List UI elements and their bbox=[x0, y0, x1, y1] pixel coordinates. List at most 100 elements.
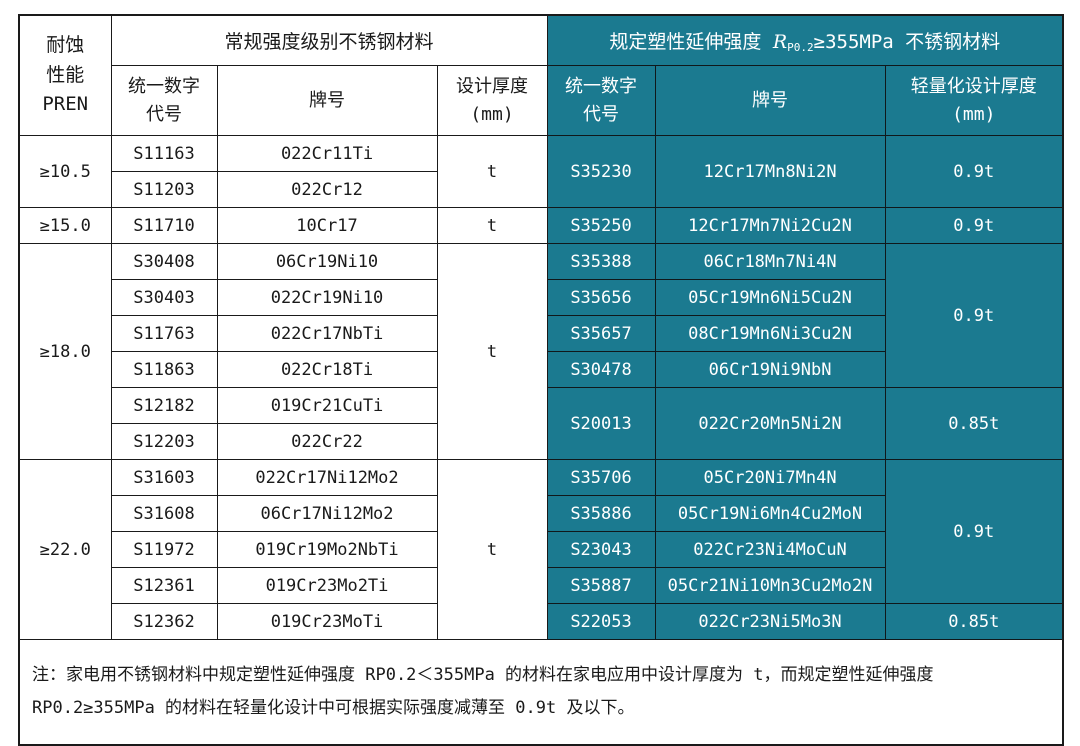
table-row: S12182 019Cr21CuTi S20013 022Cr20Mn5Ni2N… bbox=[19, 387, 1064, 460]
table-row: S11203 022Cr12 bbox=[19, 171, 1063, 208]
uns-code-header-line1: 统一数字 bbox=[128, 75, 200, 97]
uns-code-cell: S31603 bbox=[110, 459, 218, 496]
uns-code-cell: S11863 bbox=[110, 351, 218, 388]
hs-title-prefix: 规定塑性延伸强度 bbox=[609, 31, 773, 53]
pren-cell: ≥18.0 bbox=[18, 243, 112, 460]
design-thickness-header: 设计厚度 (mm) bbox=[436, 65, 548, 136]
grade-cell: 022Cr18Ti bbox=[216, 351, 438, 388]
uns-code-header-line2: 代号 bbox=[146, 103, 182, 125]
lw-thickness-cell: 0.9t bbox=[884, 207, 1064, 244]
grade-cell: 019Cr23Mo2Ti bbox=[216, 567, 438, 604]
table-row: S30403 022Cr19Ni10 S35656 05Cr19Mn6Ni5Cu… bbox=[19, 279, 1063, 316]
hs-uns-code-header-line2: 代号 bbox=[583, 103, 620, 125]
table-row: ≥18.0 S30408 06Cr19Ni10 t S35388 06Cr18M… bbox=[18, 243, 1064, 460]
header-columns-row: 统一数字 代号 牌号 设计厚度 (mm) 统一数字 代号 牌号 轻量化设计厚度 … bbox=[19, 65, 1064, 136]
hs-grade-cell: 05Cr19Mn6Ni5Cu2N bbox=[654, 279, 886, 316]
uns-code-cell: S12182 bbox=[110, 387, 218, 424]
grade-cell: 022Cr12 bbox=[216, 171, 438, 208]
table-row: S12362 019Cr23MoTi S22053 022Cr23Ni5Mo3N… bbox=[19, 603, 1064, 640]
hs-uns-code-cell: S35250 bbox=[546, 207, 656, 244]
pren-header-cell: 耐蚀 性能 PREN bbox=[18, 14, 112, 136]
design-thickness-cell: t bbox=[436, 135, 548, 208]
design-thickness-cell: t bbox=[436, 207, 548, 244]
grade-cell: 022Cr11Ti bbox=[216, 135, 438, 172]
uns-code-cell: S12361 bbox=[110, 567, 218, 604]
uns-code-cell: S30408 bbox=[110, 243, 218, 280]
grade-cell: 019Cr23MoTi bbox=[216, 603, 438, 640]
conventional-group-header: 常规强度级别不锈钢材料 bbox=[110, 14, 548, 66]
lw-thickness-line2: (mm) bbox=[952, 103, 996, 125]
hs-grade-cell: 022Cr23Ni4MoCuN bbox=[654, 531, 886, 568]
hs-uns-code-cell: S35656 bbox=[546, 279, 656, 316]
hs-uns-code-header: 统一数字 代号 bbox=[546, 65, 656, 136]
hs-grade-cell: 05Cr20Ni7Mn4N bbox=[654, 459, 886, 496]
header-group-row: 耐蚀 性能 PREN 常规强度级别不锈钢材料 规定塑性延伸强度 RP0.2≥35… bbox=[18, 14, 1064, 136]
pren-header-line1: 耐蚀 bbox=[46, 34, 85, 57]
hs-grade-cell: 06Cr19Ni9NbN bbox=[654, 351, 886, 388]
uns-code-header: 统一数字 代号 bbox=[110, 65, 218, 136]
hs-grade-cell: 08Cr19Mn6Ni3Cu2N bbox=[654, 315, 886, 352]
uns-code-cell: S11972 bbox=[110, 531, 218, 568]
table-row: S11972 019Cr19Mo2NbTi S23043 022Cr23Ni4M… bbox=[19, 531, 1063, 568]
hs-uns-code-cell: S23043 bbox=[546, 531, 656, 568]
hs-uns-code-cell: S35230 bbox=[546, 135, 656, 208]
rp02-symbol: R bbox=[772, 31, 788, 53]
design-thickness-cell: t bbox=[436, 243, 548, 460]
lw-thickness-cell: 0.85t bbox=[884, 387, 1064, 460]
hs-uns-code-cell: S22053 bbox=[546, 603, 656, 640]
grade-cell: 022Cr17NbTi bbox=[216, 315, 438, 352]
hs-uns-code-cell: S35886 bbox=[546, 495, 656, 532]
grade-cell: 06Cr17Ni12Mo2 bbox=[216, 495, 438, 532]
grade-cell: 022Cr22 bbox=[216, 423, 438, 460]
table-row: ≥22.0 S31603 022Cr17Ni12Mo2 t S35706 05C… bbox=[18, 459, 1064, 640]
grade-cell: 022Cr17Ni12Mo2 bbox=[216, 459, 438, 496]
design-thickness-line2: (mm) bbox=[470, 103, 514, 125]
uns-code-cell: S31608 bbox=[110, 495, 218, 532]
lw-thickness-header: 轻量化设计厚度 (mm) bbox=[884, 65, 1064, 136]
pren-cell: ≥10.5 bbox=[18, 135, 112, 208]
hs-uns-code-header-line1: 统一数字 bbox=[565, 75, 638, 97]
design-thickness-line1: 设计厚度 bbox=[456, 75, 529, 97]
pren-header-line3: PREN bbox=[42, 93, 89, 116]
lw-thickness-cell: 0.9t bbox=[884, 243, 1064, 388]
uns-code-cell: S11763 bbox=[110, 315, 218, 352]
hs-uns-code-cell: S35887 bbox=[546, 567, 656, 604]
table-row: S11763 022Cr17NbTi S35657 08Cr19Mn6Ni3Cu… bbox=[19, 315, 1063, 352]
grade-cell: 019Cr21CuTi bbox=[216, 387, 438, 424]
grade-cell: 019Cr19Mo2NbTi bbox=[216, 531, 438, 568]
high-strength-group-header: 规定塑性延伸强度 RP0.2≥355MPa 不锈钢材料 bbox=[546, 14, 1064, 66]
uns-code-cell: S12203 bbox=[110, 423, 218, 460]
grade-cell: 06Cr19Ni10 bbox=[216, 243, 438, 280]
uns-code-cell: S11203 bbox=[110, 171, 218, 208]
stainless-steel-materials-table: 耐蚀 性能 PREN 常规强度级别不锈钢材料 规定塑性延伸强度 RP0.2≥35… bbox=[18, 14, 1065, 746]
pren-cell: ≥22.0 bbox=[18, 459, 112, 640]
grade-cell: 10Cr17 bbox=[216, 207, 438, 244]
pren-header-line2: 性能 bbox=[46, 63, 85, 86]
table-row: S12361 019Cr23Mo2Ti S35887 05Cr21Ni10Mn3… bbox=[19, 567, 1063, 604]
lw-thickness-cell: 0.85t bbox=[884, 603, 1064, 640]
hs-grade-cell: 05Cr19Ni6Mn4Cu2MoN bbox=[654, 495, 886, 532]
uns-code-cell: S30403 bbox=[110, 279, 218, 316]
hs-uns-code-cell: S35657 bbox=[546, 315, 656, 352]
lw-thickness-cell: 0.9t bbox=[884, 135, 1064, 208]
hs-grade-cell: 05Cr21Ni10Mn3Cu2Mo2N bbox=[654, 567, 886, 604]
grade-cell: 022Cr19Ni10 bbox=[216, 279, 438, 316]
uns-code-cell: S11710 bbox=[110, 207, 218, 244]
lw-thickness-line1: 轻量化设计厚度 bbox=[910, 75, 1037, 97]
hs-grade-cell: 022Cr20Mn5Ni2N bbox=[654, 387, 886, 460]
lw-thickness-cell: 0.9t bbox=[884, 459, 1064, 604]
hs-grade-cell: 022Cr23Ni5Mo3N bbox=[654, 603, 886, 640]
design-thickness-cell: t bbox=[436, 459, 548, 640]
hs-grade-cell: 12Cr17Mn7Ni2Cu2N bbox=[654, 207, 886, 244]
uns-code-cell: S11163 bbox=[110, 135, 218, 172]
hs-uns-code-cell: S20013 bbox=[546, 387, 656, 460]
table-row: ≥10.5 S11163 022Cr11Ti t S35230 12Cr17Mn… bbox=[18, 135, 1064, 208]
hs-uns-code-cell: S30478 bbox=[546, 351, 656, 388]
grade-header: 牌号 bbox=[216, 65, 438, 136]
hs-uns-code-cell: S35388 bbox=[546, 243, 656, 280]
pren-cell: ≥15.0 bbox=[18, 207, 112, 244]
hs-grade-header: 牌号 bbox=[654, 65, 886, 136]
table-row: S11863 022Cr18Ti S30478 06Cr19Ni9NbN bbox=[19, 351, 1063, 388]
hs-grade-cell: 06Cr18Mn7Ni4N bbox=[654, 243, 886, 280]
hs-uns-code-cell: S35706 bbox=[546, 459, 656, 496]
